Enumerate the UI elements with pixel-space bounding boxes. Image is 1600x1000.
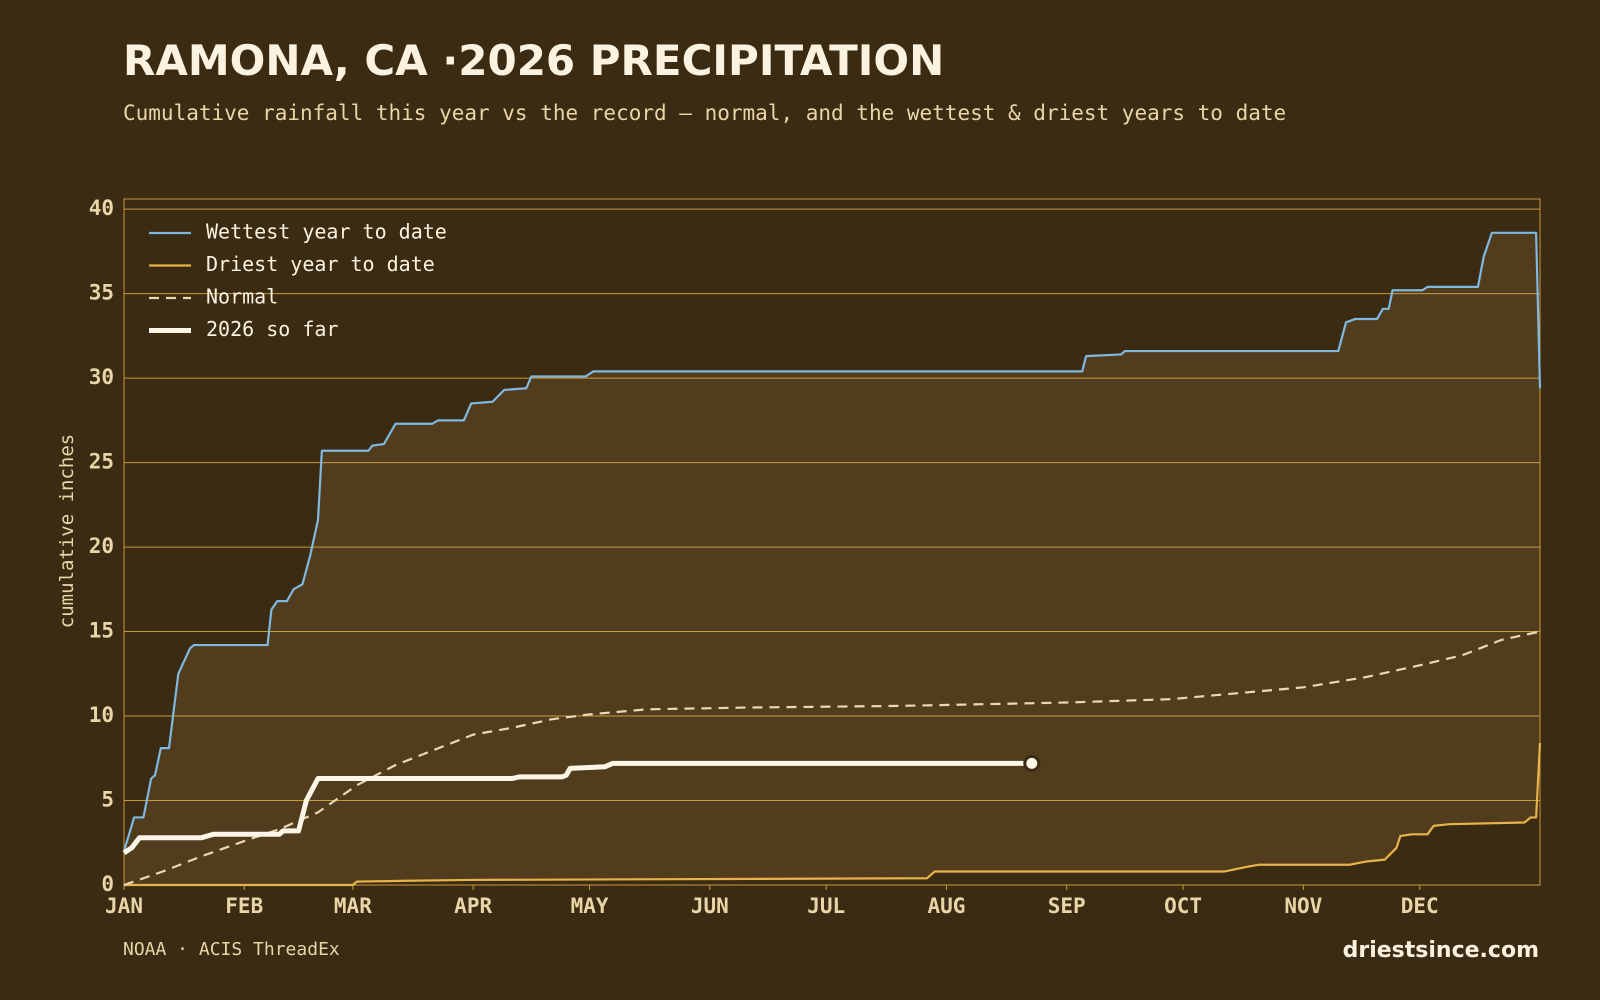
x-tick-label: JUL: [807, 894, 845, 918]
y-tick-label: 30: [89, 365, 114, 389]
source: NOAA · ACIS ThreadEx: [123, 939, 340, 960]
y-tick-label: 0: [101, 872, 114, 896]
x-tick-label: NOV: [1284, 894, 1322, 918]
y-tick-label: 35: [89, 281, 114, 305]
x-tick-label: AUG: [927, 894, 965, 918]
legend-label: 2026 so far: [206, 317, 338, 341]
series-line: [122, 231, 1542, 852]
y-tick-label: 25: [89, 450, 114, 474]
x-tick-label: JUN: [691, 894, 729, 918]
x-tick-label: SEP: [1048, 894, 1086, 918]
y-tick-label: 5: [101, 788, 114, 812]
legend-label: Wettest year to date: [206, 220, 447, 244]
chart-title: RAMONA, CA ·2026 PRECIPITATION: [123, 36, 944, 85]
x-tick-label: MAY: [571, 894, 609, 918]
x-tick-label: DEC: [1401, 894, 1439, 918]
x-tick-label: MAR: [334, 894, 372, 918]
legend-label: Normal: [206, 285, 278, 309]
y-tick-label: 20: [89, 534, 114, 558]
plot-frame: [123, 198, 1541, 886]
end-marker: [1023, 754, 1041, 772]
x-tick-label: APR: [454, 894, 492, 918]
y-tick-label: 40: [89, 196, 114, 220]
x-tick-label: JAN: [105, 894, 143, 918]
y-tick-label: 15: [89, 619, 114, 643]
range-band: [124, 232, 1540, 886]
series-line: [123, 630, 1541, 887]
x-tick-label: OCT: [1164, 894, 1202, 918]
chart-subtitle: Cumulative rainfall this year vs the rec…: [123, 101, 1286, 125]
x-tick-label: FEB: [225, 894, 263, 918]
series-line: [124, 743, 1542, 887]
brand: driestsince.com: [1343, 938, 1539, 963]
series-line: [122, 760, 1032, 855]
legend-label: Driest year to date: [206, 252, 435, 276]
y-tick-label: 10: [89, 703, 114, 727]
y-axis-label: cumulative inches: [56, 434, 78, 628]
